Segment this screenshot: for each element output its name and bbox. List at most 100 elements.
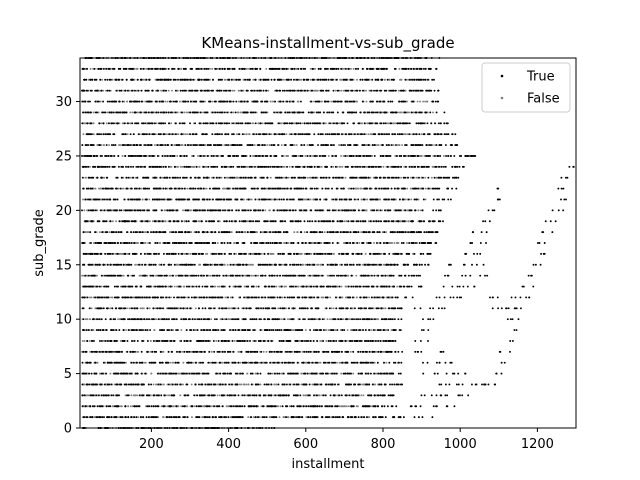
data-point-true [170,416,173,419]
data-point-true [213,383,216,386]
data-point-true [90,274,93,277]
data-point-true [336,329,339,332]
data-point-true [238,405,241,408]
data-point-false [125,329,128,332]
data-point-true [260,307,263,310]
data-point-true [221,285,224,288]
data-point-true [350,383,353,386]
data-point-true [365,383,367,386]
data-point-true [263,318,266,321]
data-point-true [332,318,335,321]
data-point-true [313,296,316,299]
data-point-true [140,372,143,375]
data-point-true [151,274,154,277]
data-point-false [136,263,138,266]
data-point-true [259,263,262,266]
data-point-true [352,329,355,332]
data-point-false [340,405,343,408]
data-point-true [200,296,203,299]
data-point-true [140,318,143,321]
data-point-true [303,296,306,299]
data-point-true [157,383,160,386]
data-point-true [237,339,240,342]
data-point-false [155,274,157,277]
data-point-false [257,274,260,277]
data-point-true [397,318,400,321]
data-point-true [138,394,141,397]
data-point-true [130,383,133,386]
data-point-true [377,274,380,277]
data-point-true [158,274,161,277]
data-point-true [131,307,133,310]
data-point-true [106,383,109,386]
data-point-false [224,296,227,299]
data-point-true [464,372,467,375]
data-point-true [177,296,180,299]
data-point-false [191,416,193,419]
data-point-true [356,263,358,266]
data-point-true [315,372,318,375]
data-point-false [180,405,183,408]
data-point-true [297,416,300,419]
data-point-true [255,307,258,310]
data-point-true [195,416,198,419]
data-point-true [170,339,173,342]
data-point-true [241,372,244,375]
data-point-true [297,263,300,266]
data-point-true [134,296,137,299]
data-point-true [309,350,312,353]
data-point-true [190,274,193,277]
data-point-true [95,350,98,353]
data-point-true [493,383,496,386]
data-point-true [100,318,103,321]
data-point-false [255,285,258,288]
data-point-true [321,318,324,321]
data-point-false [288,405,291,408]
data-point-true [290,416,293,419]
data-point-true [207,339,210,342]
data-point-false [250,274,253,277]
data-point-true [263,416,266,419]
data-point-true [163,394,166,397]
data-point-true [346,372,349,375]
data-point-true [378,383,381,386]
data-point-true [369,307,372,310]
data-point-true [239,263,242,266]
data-point-true [228,285,231,288]
data-point-true [391,383,394,386]
data-point-true [171,383,174,386]
data-point-false [247,361,250,364]
data-point-false [244,274,246,277]
data-point-false [89,296,91,299]
data-point-true [451,285,454,288]
data-point-true [308,263,311,266]
data-point-true [198,416,201,419]
data-point-true [150,383,153,386]
data-point-true [199,274,202,277]
data-point-true [268,285,271,288]
data-point-true [378,296,380,299]
data-point-true [403,274,406,277]
data-point-true [283,329,286,332]
data-point-true [303,350,306,353]
data-point-false [285,285,287,288]
data-point-true [253,361,256,364]
data-point-true [170,329,173,332]
data-point-true [92,274,95,277]
data-point-true [134,405,136,408]
data-point-false [265,350,268,353]
data-point-true [106,339,109,342]
data-point-true [267,339,269,342]
data-point-true [304,339,306,342]
data-point-true [345,350,348,353]
data-point-false [323,318,326,321]
data-point-false [177,405,180,408]
data-point-true [129,350,132,353]
data-point-true [382,339,385,342]
data-point-false [223,318,226,321]
data-point-true [122,339,125,342]
data-point-false [185,405,188,408]
data-point-false [277,307,280,310]
data-point-true [224,339,227,342]
data-point-true [309,416,312,419]
